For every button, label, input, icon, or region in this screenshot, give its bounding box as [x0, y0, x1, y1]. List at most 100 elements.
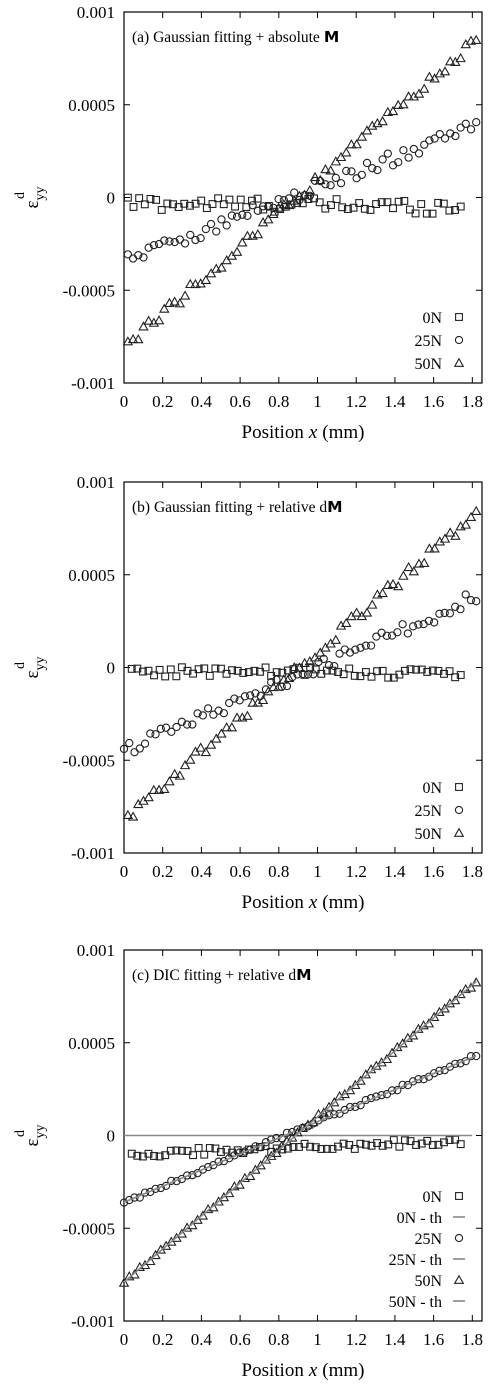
series-0n	[123, 193, 465, 218]
data-point	[397, 1038, 408, 1048]
x-tick-label: 0.4	[191, 1330, 213, 1349]
data-point	[198, 711, 207, 720]
data-point	[255, 1160, 266, 1170]
data-point	[193, 709, 202, 718]
x-axis-unit: (mm)	[322, 892, 364, 913]
data-point	[465, 511, 477, 521]
panel-label: (b) Gaussian fitting + relative dM	[132, 498, 343, 516]
legend-marker	[453, 1274, 465, 1284]
data-point	[460, 519, 472, 529]
legend-label: 25N	[414, 333, 442, 350]
data-point	[200, 274, 212, 285]
data-point	[253, 206, 262, 215]
data-point	[456, 605, 465, 614]
data-point	[231, 246, 243, 256]
y-axis-symbol: ε	[22, 200, 43, 208]
data-point	[470, 505, 482, 516]
data-point	[195, 742, 206, 752]
panel-label-text: (a) Gaussian fitting + absolute	[132, 29, 320, 46]
data-point	[315, 198, 324, 207]
data-point	[377, 115, 388, 126]
data-point	[340, 147, 352, 157]
data-point	[439, 1003, 450, 1013]
data-point	[262, 214, 274, 224]
data-point	[309, 652, 321, 662]
data-point	[183, 1147, 192, 1155]
data-point	[172, 1146, 181, 1155]
data-point	[398, 620, 407, 629]
y-tick-label: -0.001	[71, 374, 115, 393]
data-point	[335, 151, 347, 162]
data-point	[373, 667, 382, 676]
data-point	[414, 149, 424, 158]
series-25n	[119, 1051, 481, 1207]
data-point	[231, 202, 240, 211]
data-point	[356, 643, 365, 652]
data-point	[140, 739, 150, 748]
data-point	[160, 236, 169, 245]
data-point	[330, 634, 342, 644]
x-tick-label: 1.4	[384, 862, 406, 881]
legend-marker	[455, 313, 463, 321]
data-point	[429, 1069, 439, 1078]
data-point	[282, 681, 292, 691]
data-point	[182, 720, 192, 729]
x-tick-label: 1.8	[462, 1330, 483, 1349]
data-point	[466, 595, 476, 605]
x-tick-label: 1.6	[423, 392, 444, 411]
data-point	[305, 191, 314, 201]
data-point	[127, 333, 139, 344]
legend-marker	[455, 783, 463, 791]
data-point	[127, 811, 139, 821]
x-axis-text: Position	[242, 892, 305, 913]
data-point	[144, 1149, 153, 1158]
data-point	[238, 210, 247, 219]
data-point	[122, 809, 134, 819]
data-point	[456, 202, 465, 211]
data-point	[414, 1075, 423, 1084]
data-point	[196, 233, 205, 243]
panel-label-bold: M	[296, 966, 311, 984]
data-point	[150, 1249, 161, 1260]
data-point	[256, 667, 264, 676]
data-point	[366, 641, 376, 650]
y-axis-symbol: ε	[22, 1138, 43, 1146]
data-point	[361, 125, 373, 135]
data-point	[240, 1147, 250, 1156]
x-tick-label: 1.2	[346, 392, 367, 411]
data-point	[164, 776, 175, 786]
data-point	[217, 215, 226, 224]
data-point	[146, 194, 155, 203]
data-point	[451, 602, 460, 611]
data-point	[422, 209, 431, 218]
data-point	[325, 165, 336, 175]
data-point	[322, 1144, 331, 1153]
y-tick-label: 0.001	[77, 941, 115, 960]
y-tick-label: -0.0005	[63, 751, 115, 770]
data-point	[125, 738, 134, 748]
data-point	[169, 296, 180, 306]
data-point	[219, 709, 229, 718]
data-point	[242, 230, 253, 240]
data-point	[372, 200, 381, 209]
data-point	[472, 1051, 481, 1061]
data-point	[361, 1140, 370, 1149]
data-point	[423, 667, 432, 676]
y-axis-label: εyy	[22, 657, 48, 679]
data-point	[230, 694, 239, 703]
legend-label: 25N - th	[389, 1252, 442, 1269]
data-point	[225, 195, 234, 204]
data-point	[372, 632, 381, 641]
data-point	[150, 671, 158, 680]
data-point	[217, 1148, 225, 1156]
legend-label: 0N	[422, 310, 442, 327]
x-axis-unit: (mm)	[322, 422, 364, 443]
legend-marker	[454, 805, 464, 815]
data-point	[200, 664, 209, 673]
data-point	[165, 237, 174, 246]
x-tick-label: 1.2	[346, 862, 367, 881]
data-point	[205, 739, 217, 749]
data-point	[166, 665, 175, 674]
data-point	[283, 1144, 292, 1153]
y-tick-label: 0	[107, 189, 116, 208]
